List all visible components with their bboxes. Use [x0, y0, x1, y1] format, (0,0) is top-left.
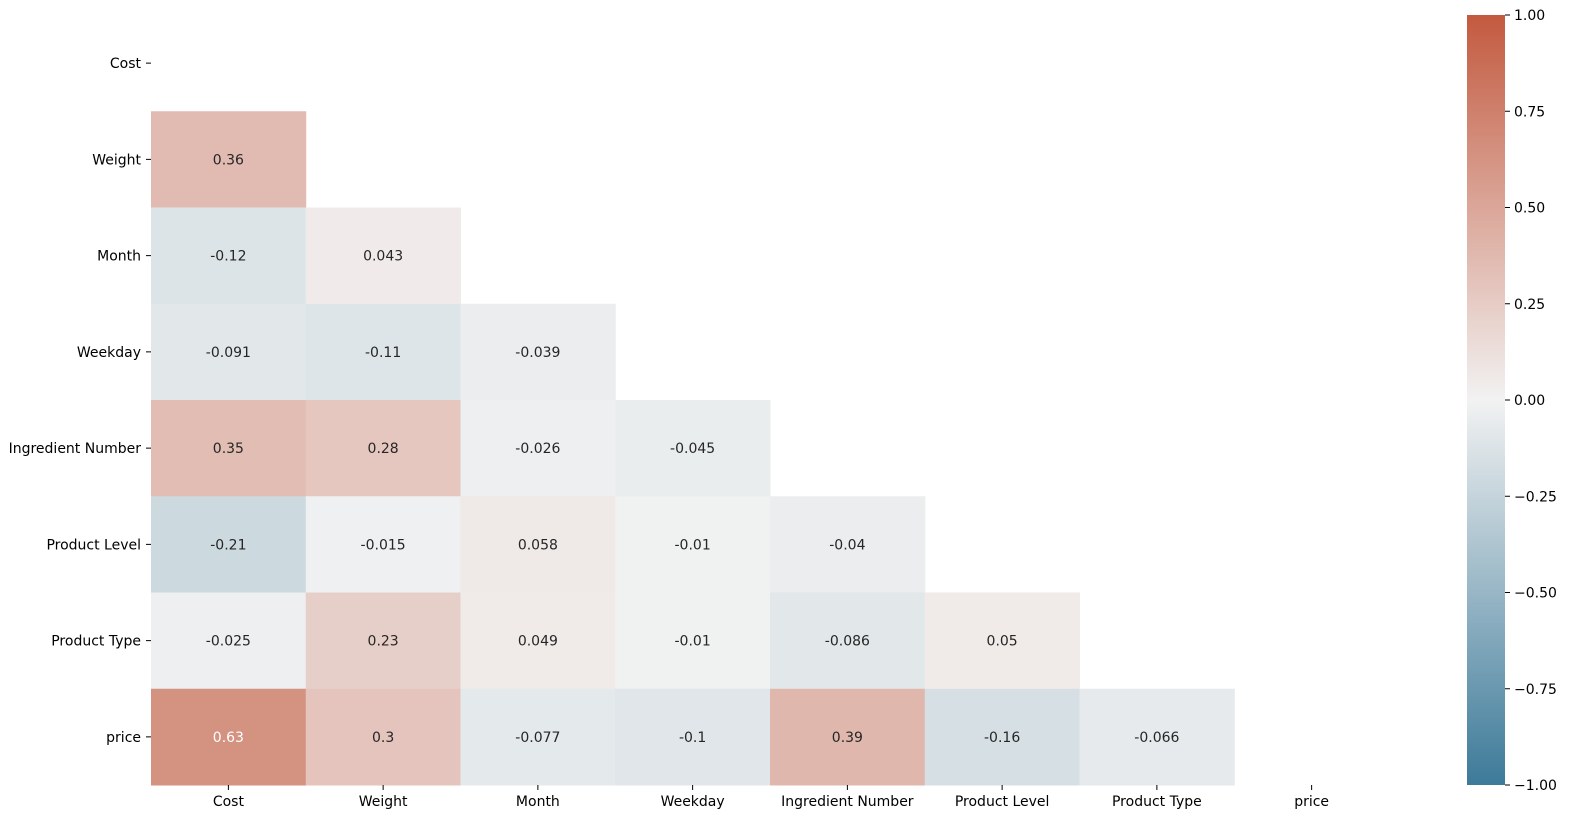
cell-value-label: 0.36	[213, 152, 244, 168]
colorbar-axis: 1.00 0.75 0.50 0.25 0.00 −0.25 −0.50 −0.75 −1.00	[1505, 8, 1557, 794]
heatmap-cell-5-0	[151, 496, 307, 593]
x-tick-label: Cost	[213, 794, 245, 810]
cell-value-label: -0.1	[679, 730, 706, 746]
heatmap-cell-6-1	[305, 592, 461, 690]
cell-value-label: -0.066	[1134, 730, 1179, 746]
y-tick-label: Ingredient Number	[9, 441, 142, 457]
cell-value-label: -0.077	[515, 730, 560, 746]
cell-value-label: -0.091	[206, 345, 251, 361]
cell-value-label: 0.3	[372, 730, 394, 746]
x-tick-label: Weight	[359, 794, 408, 810]
cell-value-label: -0.16	[984, 730, 1020, 746]
heatmap-cell-7-0	[151, 688, 307, 786]
cell-value-label: -0.12	[210, 249, 246, 265]
y-tick-label: Product Type	[51, 634, 141, 650]
heatmap-cell-6-2	[460, 592, 616, 690]
heatmap-cell-5-4	[770, 496, 926, 593]
colorbar-tick-label: 0.75	[1514, 104, 1545, 120]
cell-value-label: -0.026	[515, 441, 560, 457]
heatmap-cell-4-0	[151, 400, 307, 497]
heatmap-cell-1-0	[151, 111, 307, 208]
heatmap-cell-7-5	[924, 688, 1080, 786]
x-tick-label: Ingredient Number	[781, 794, 914, 810]
cell-annotations: 0.36 -0.12 0.043 -0.091 -0.11 -0.039 0.35 0.28 -…	[206, 152, 1180, 746]
heatmap-cell-6-5	[924, 592, 1080, 690]
heatmap-cell-2-1	[305, 207, 461, 305]
cell-value-label: 0.23	[368, 634, 399, 650]
heatmap-cell-6-0	[151, 592, 307, 690]
cell-value-label: -0.039	[515, 345, 560, 361]
heatmap-cell-4-2	[460, 400, 616, 497]
colorbar-tick-label: 1.00	[1514, 8, 1545, 24]
colorbar-tick-label: −1.00	[1514, 778, 1557, 794]
colorbar-tick-label: −0.75	[1514, 682, 1557, 698]
colorbar-tick-label: −0.25	[1514, 489, 1557, 505]
cell-value-label: -0.086	[825, 634, 870, 650]
colorbar-tick-label: −0.50	[1514, 586, 1557, 602]
heatmap-cell-7-4	[770, 688, 926, 786]
cell-value-label: -0.21	[210, 537, 246, 553]
cell-value-label: 0.049	[518, 634, 558, 650]
y-tick-label: Month	[97, 249, 141, 265]
heatmap-cell-7-3	[615, 688, 771, 786]
y-axis: Cost Weight Month Weekday Ingredient Number P…	[9, 56, 151, 746]
cell-value-label: -0.045	[670, 441, 715, 457]
colorbar-tick-label: 0.00	[1514, 393, 1545, 409]
heatmap-cell-6-3	[615, 592, 771, 690]
cell-value-label: -0.04	[829, 537, 865, 553]
x-tick-label: Product Type	[1112, 794, 1202, 810]
heatmap-cell-3-1	[305, 303, 461, 401]
cell-value-label: -0.015	[361, 537, 406, 553]
y-tick-label: Product Level	[46, 537, 141, 553]
cell-value-label: 0.39	[832, 730, 863, 746]
colorbar	[1467, 15, 1505, 785]
cell-value-label: -0.025	[206, 634, 251, 650]
x-axis: Cost Weight Month Weekday Ingredient Number P…	[213, 785, 1329, 810]
heatmap-cell-5-3	[615, 496, 771, 593]
heatmap-cell-7-2	[460, 688, 616, 786]
cell-value-label: -0.01	[675, 537, 711, 553]
y-tick-label: Cost	[110, 56, 142, 72]
cell-value-label: 0.058	[518, 537, 558, 553]
heatmap-cell-7-1	[305, 688, 461, 786]
y-tick-label: price	[106, 730, 141, 746]
cell-value-label: 0.35	[213, 441, 244, 457]
heatmap-cell-6-4	[770, 592, 926, 690]
x-tick-label: Weekday	[661, 794, 725, 810]
cell-value-label: 0.63	[213, 730, 244, 746]
y-tick-label: Weekday	[77, 345, 141, 361]
cell-value-label: 0.28	[368, 441, 399, 457]
heatmap-cell-5-2	[460, 496, 616, 593]
heatmap-cell-3-0	[151, 303, 307, 401]
heatmap-cell-5-1	[305, 496, 461, 593]
heatmap-cell-3-2	[460, 303, 616, 401]
x-tick-label: Product Level	[955, 794, 1050, 810]
x-tick-label: price	[1294, 794, 1329, 810]
heatmap-cell-4-3	[615, 400, 771, 497]
heatmap-cell-2-0	[151, 207, 307, 305]
y-tick-label: Weight	[92, 152, 141, 168]
cell-value-label: 0.043	[363, 249, 403, 265]
heatmap-cells	[151, 111, 1235, 786]
colorbar-tick-label: 0.50	[1514, 201, 1545, 217]
cell-value-label: -0.11	[365, 345, 401, 361]
heatmap-cell-7-6	[1079, 688, 1235, 786]
cell-value-label: -0.01	[675, 634, 711, 650]
x-tick-label: Month	[516, 794, 560, 810]
colorbar-tick-label: 0.25	[1514, 297, 1545, 313]
cell-value-label: 0.05	[987, 634, 1018, 650]
heatmap-cell-4-1	[305, 400, 461, 497]
